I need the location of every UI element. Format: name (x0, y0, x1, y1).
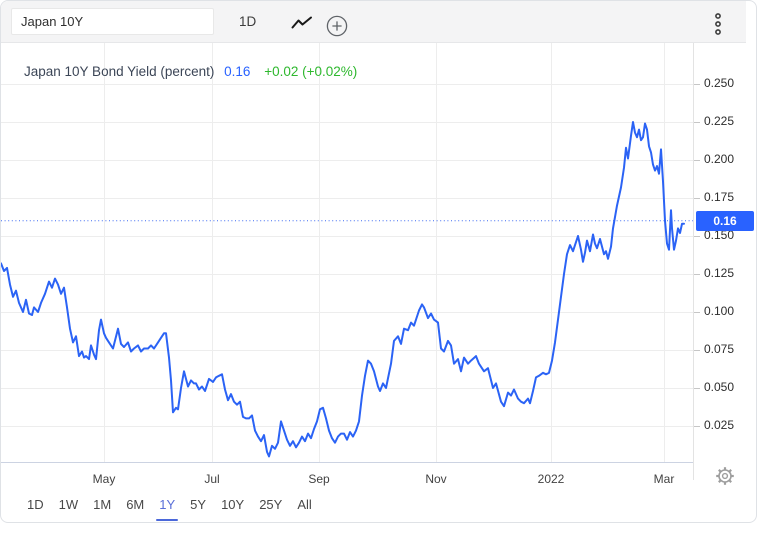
y-axis-tick (694, 160, 700, 161)
y-axis-tick (694, 350, 700, 351)
range-1y[interactable]: 1Y (156, 497, 179, 521)
y-axis-tick (694, 84, 700, 85)
kebab-menu-icon[interactable] (713, 12, 723, 35)
current-price-badge: 0.16 (696, 210, 754, 231)
x-axis-label: Nov (425, 472, 447, 486)
y-axis-label: 0.250 (704, 76, 735, 90)
last-price: 0.16 (224, 64, 251, 79)
y-axis-tick (694, 426, 700, 427)
range-1m[interactable]: 1M (93, 497, 112, 512)
range-1d[interactable]: 1D (27, 497, 44, 512)
range-1w[interactable]: 1W (58, 497, 79, 512)
range-10y[interactable]: 10Y (221, 497, 245, 512)
x-axis-label: Jul (204, 472, 220, 486)
y-axis-label: 0.075 (704, 342, 735, 356)
y-axis-tick (694, 274, 700, 275)
chart-header: Japan 10Y Bond Yield (percent) 0.16 +0.0… (24, 64, 357, 79)
y-axis-label: 0.150 (704, 228, 735, 242)
x-axis-label: Mar (653, 472, 675, 486)
y-axis-tick (694, 312, 700, 313)
chart-plot-area[interactable] (1, 43, 694, 464)
line-chart-icon[interactable] (291, 16, 313, 34)
y-axis-tick (694, 122, 700, 123)
range-all[interactable]: All (297, 497, 312, 512)
y-axis-label: 0.025 (704, 418, 735, 432)
range-5y[interactable]: 5Y (190, 497, 207, 512)
axis-divider (693, 43, 694, 480)
y-axis-label: 0.100 (704, 304, 735, 318)
x-axis-label: Sep (308, 472, 330, 486)
y-axis-tick (694, 198, 700, 199)
plus-circle-icon[interactable] (326, 15, 348, 42)
gear-icon[interactable] (714, 465, 736, 487)
chart-widget: 1D 0.025 0.050 0.075 0.100 0.125 0.150 0.175 0.… (0, 0, 757, 523)
toolbar: 1D (1, 1, 746, 43)
timeframe-button[interactable]: 1D (239, 14, 257, 29)
range-25y[interactable]: 25Y (259, 497, 283, 512)
range-selector: 1D 1W 1M 6M 1Y 5Y 10Y 25Y All (27, 497, 312, 521)
price-change: +0.02 (+0.02%) (264, 64, 358, 79)
y-axis-label: 0.175 (704, 190, 735, 204)
y-axis-label: 0.225 (704, 114, 735, 128)
y-axis-label: 0.125 (704, 266, 735, 280)
y-axis-tick (694, 388, 700, 389)
y-axis-label: 0.200 (704, 152, 735, 166)
x-axis-label: May (92, 472, 116, 486)
symbol-search-input[interactable] (11, 8, 214, 35)
price-line-chart[interactable] (1, 43, 694, 464)
y-axis-tick (694, 236, 700, 237)
instrument-title: Japan 10Y Bond Yield (percent) (24, 64, 215, 79)
range-6m[interactable]: 6M (126, 497, 145, 512)
x-axis-label: 2022 (537, 472, 565, 486)
y-axis-label: 0.050 (704, 380, 735, 394)
